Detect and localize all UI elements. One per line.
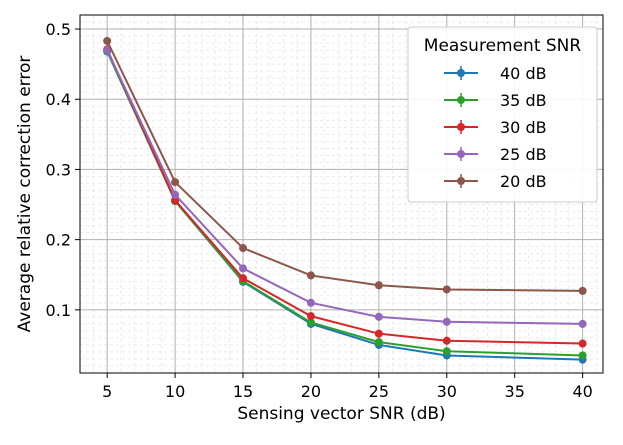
data-point [306, 298, 315, 307]
legend-box [407, 26, 598, 203]
legend-swatch-marker [457, 69, 465, 77]
y-tick-label: 0.4 [46, 90, 71, 109]
data-point [578, 319, 587, 328]
legend-label: 20 dB [500, 172, 547, 191]
legend-label: 35 dB [500, 91, 547, 110]
x-tick-label: 15 [233, 382, 253, 401]
legend-swatch-marker [457, 177, 465, 185]
legend-item: 25 dB [444, 145, 547, 164]
legend-item: 30 dB [444, 118, 547, 137]
legend-items: 40 dB 35 dB 30 dB 25 dB 20 dB [444, 64, 547, 191]
data-point [306, 271, 315, 280]
x-tick-label: 20 [301, 382, 321, 401]
data-point [239, 274, 248, 283]
legend-swatch-marker [457, 150, 465, 158]
series-20-db [103, 36, 587, 295]
plot-frame [79, 14, 604, 374]
x-tick-label: 35 [505, 382, 525, 401]
data-point [306, 312, 315, 321]
data-point [578, 339, 587, 348]
series-25-db [103, 46, 587, 328]
y-tick-label: 0.3 [46, 160, 71, 179]
y-tick-label: 0.1 [46, 301, 71, 320]
data-point [239, 264, 248, 273]
x-tick-label: 30 [437, 382, 457, 401]
data-point [374, 312, 383, 321]
x-tick-label: 25 [369, 382, 389, 401]
legend: Measurement SNR 40 dB 35 dB 30 dB 25 dB 20 d… [407, 26, 598, 203]
data-point [442, 317, 451, 326]
data-point [374, 338, 383, 347]
x-axis-title: Sensing vector SNR (dB) [237, 404, 445, 424]
legend-swatch-marker [457, 96, 465, 104]
x-tick-label: 5 [102, 382, 112, 401]
data-point [103, 46, 112, 55]
series-layer [103, 36, 587, 364]
data-point [239, 244, 248, 253]
x-tick-label: 40 [572, 382, 592, 401]
legend-label: 30 dB [500, 118, 547, 137]
legend-label: 25 dB [500, 145, 547, 164]
legend-swatch-marker [457, 123, 465, 131]
y-tick-label: 0.2 [46, 231, 71, 250]
legend-item: 35 dB [444, 91, 547, 110]
data-point [442, 336, 451, 345]
data-point [374, 281, 383, 290]
legend-item: 20 dB [444, 172, 547, 191]
data-point [171, 190, 180, 199]
y-tick-label: 0.5 [46, 20, 71, 39]
data-point [578, 351, 587, 360]
data-point [103, 36, 112, 45]
legend-label: 40 dB [500, 64, 547, 83]
data-point [171, 178, 180, 187]
series-30-db [103, 45, 587, 348]
legend-item: 40 dB [444, 64, 547, 83]
data-point [578, 286, 587, 295]
legend-title: Measurement SNR [424, 36, 582, 56]
y-axis-title: Average relative correction error [15, 56, 35, 333]
data-point [442, 285, 451, 294]
data-point [374, 329, 383, 338]
x-tick-label: 10 [165, 382, 185, 401]
data-point [306, 318, 315, 327]
ticks: 5 10 15 20 25 30 35 40 0.1 0.2 0.3 0.4 0.5 [46, 20, 593, 401]
data-point [442, 347, 451, 356]
